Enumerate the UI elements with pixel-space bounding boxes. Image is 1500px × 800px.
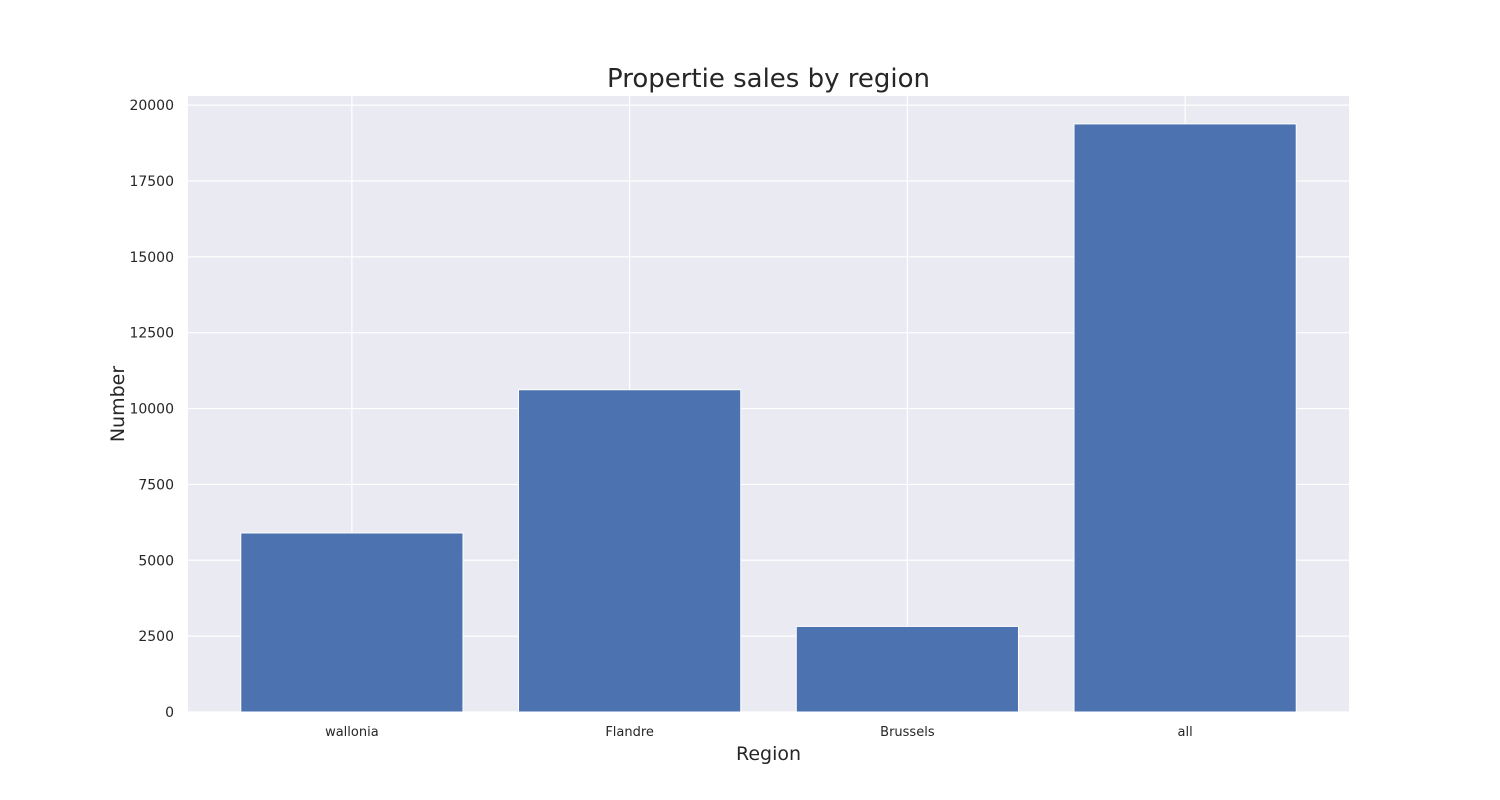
- y-tick-label: 0: [165, 705, 174, 721]
- bar-wallonia: [240, 532, 464, 713]
- bar-brussels: [795, 625, 1019, 713]
- x-tick-label: Brussels: [880, 725, 935, 740]
- y-tick-label: 5000: [138, 553, 174, 569]
- y-tick-label: 10000: [129, 402, 174, 418]
- x-tick-label: wallonia: [325, 725, 379, 740]
- y-tick-label: 2500: [138, 629, 174, 645]
- bar-all: [1073, 123, 1297, 713]
- y-axis-ticks: 0 2500 5000 7500 10000 12500 15000 17500 20000: [129, 98, 174, 721]
- x-axis-ticks: wallonia Flandre Brussels all: [325, 725, 1193, 740]
- y-tick-label: 17500: [129, 174, 174, 190]
- y-tick-label: 15000: [129, 250, 174, 266]
- y-tick-label: 7500: [138, 477, 174, 493]
- x-axis-label: Region: [736, 743, 801, 765]
- x-tick-label: all: [1178, 725, 1193, 740]
- y-tick-label: 12500: [129, 326, 174, 342]
- bars: [240, 123, 1297, 713]
- bar-flandre: [518, 389, 742, 713]
- y-axis-label: Number: [107, 366, 129, 443]
- chart-title: Propertie sales by region: [607, 64, 930, 94]
- y-tick-label: 20000: [129, 98, 174, 114]
- x-tick-label: Flandre: [605, 725, 654, 740]
